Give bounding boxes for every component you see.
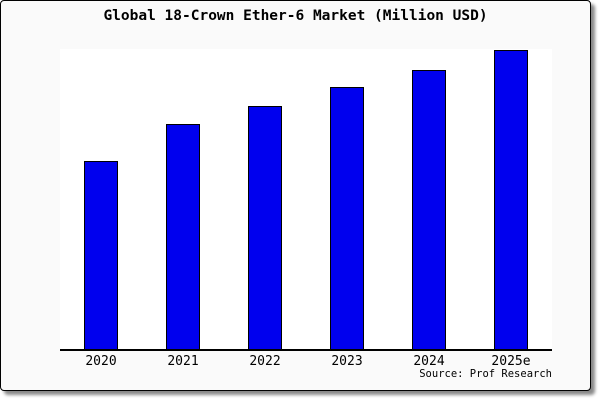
bar-2025e: [494, 49, 528, 349]
x-tick-label-2025e: 2025e: [491, 354, 531, 369]
bar-slot: [224, 49, 306, 349]
bar-slot: [142, 49, 224, 349]
bar-2020: [84, 161, 118, 349]
bar-2021: [166, 124, 200, 349]
x-tick-label-2024: 2024: [413, 354, 445, 369]
bar-2023: [330, 86, 364, 349]
x-tick-label-2021: 2021: [167, 354, 199, 369]
bar-2024: [412, 69, 446, 349]
bar-slot: [306, 49, 388, 349]
bar-2022: [248, 105, 282, 349]
source-note: Source: Prof Research: [419, 368, 552, 380]
chart-card: Global 18-Crown Ether-6 Market (Million …: [0, 0, 591, 391]
bar-slot: [470, 49, 552, 349]
x-tick-label-2022: 2022: [249, 354, 281, 369]
bar-slot: [60, 49, 142, 349]
bar-slot: [388, 49, 470, 349]
chart-title: Global 18-Crown Ether-6 Market (Million …: [103, 8, 488, 24]
x-tick-label-2023: 2023: [331, 354, 363, 369]
plot-area: [60, 49, 552, 351]
x-tick-label-2020: 2020: [85, 354, 117, 369]
x-axis-labels: 2020 2021 2022 2023 2024 2025e: [60, 354, 552, 369]
